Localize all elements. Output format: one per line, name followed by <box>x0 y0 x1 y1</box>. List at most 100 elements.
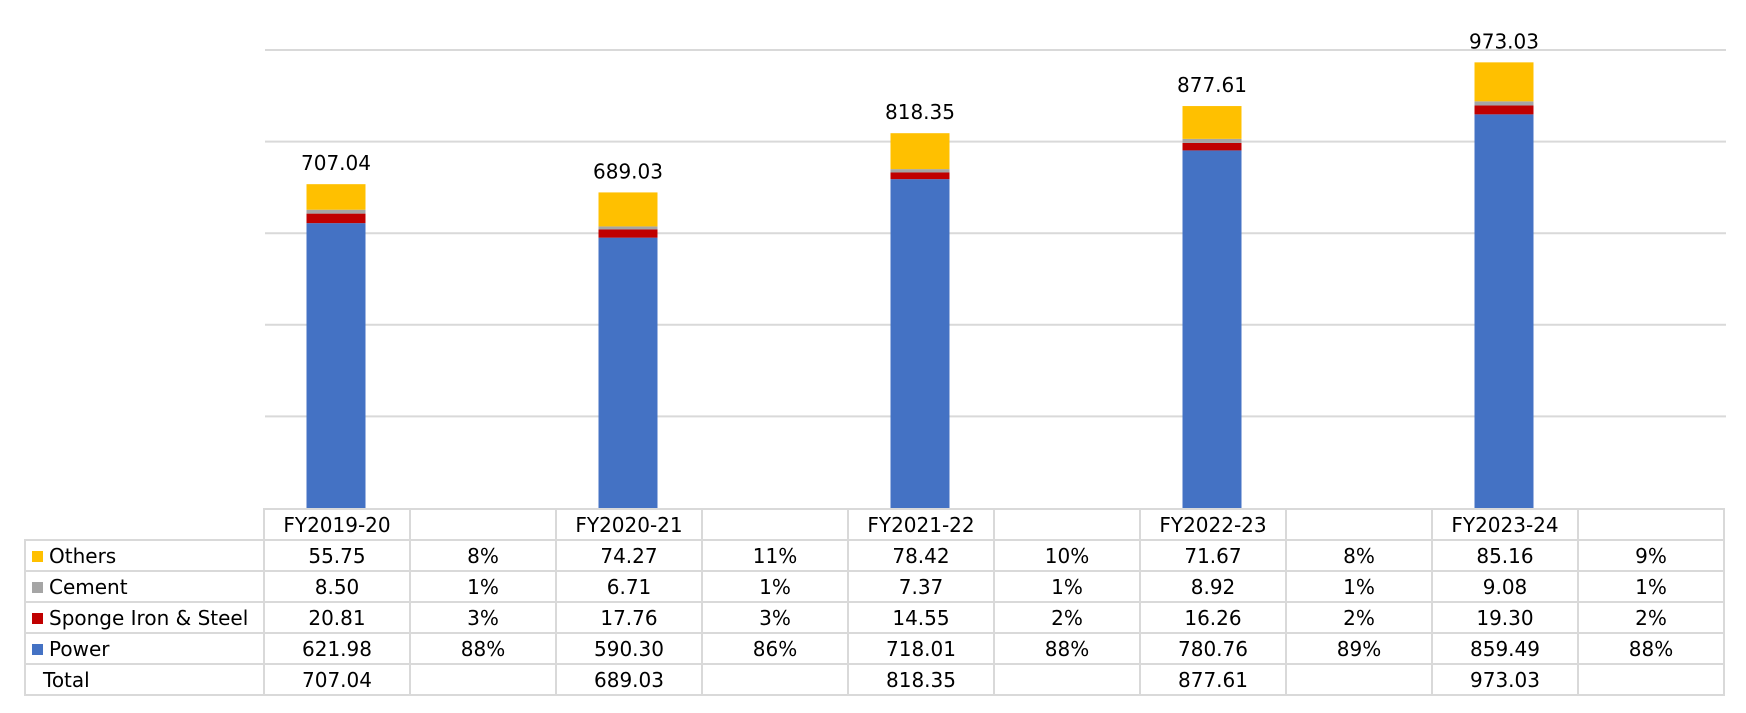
total-value-label: 973.03 <box>1469 29 1539 53</box>
legend-swatch <box>32 643 43 655</box>
total-value-label: 707.04 <box>301 151 371 175</box>
empty-cell <box>409 508 557 541</box>
table-corner-cell <box>25 509 265 541</box>
total-cell: 818.35 <box>847 663 995 696</box>
total-cell: 689.03 <box>555 663 703 696</box>
value-cell: 55.75 <box>263 539 411 572</box>
category-label: FY2019-20 <box>263 508 411 541</box>
legend-label: Sponge Iron & Steel <box>49 605 249 630</box>
bar-segment-sponge-iron-steel <box>890 172 950 180</box>
share-cell: 1% <box>993 570 1141 603</box>
value-cell: 718.01 <box>847 632 995 665</box>
value-cell: 71.67 <box>1139 539 1287 572</box>
share-cell: 3% <box>701 601 849 634</box>
share-cell: 3% <box>409 601 557 634</box>
total-row-label: Total <box>24 663 265 696</box>
chart: 707.04 689.03 818.35 877.61 973.03 <box>265 29 1726 508</box>
value-cell: 78.42 <box>847 539 995 572</box>
category-label: FY2022-23 <box>1139 508 1287 541</box>
bar-segment-sponge-iron-steel <box>306 213 366 224</box>
value-cell: 20.81 <box>263 601 411 634</box>
share-cell: 9% <box>1577 539 1725 572</box>
bar-segment-sponge-iron-steel <box>1474 105 1534 115</box>
share-cell: 1% <box>409 570 557 603</box>
legend-entry: Power <box>24 632 265 665</box>
bar-segment-cement <box>1182 138 1242 143</box>
total-cell: 973.03 <box>1431 663 1579 696</box>
empty-cell <box>1577 508 1725 541</box>
data-table: FY2019-20 FY2020-21 FY2021-22 FY2022-23 FY20… <box>24 508 1725 696</box>
share-cell: 10% <box>993 539 1141 572</box>
value-cell: 9.08 <box>1431 570 1579 603</box>
bar-segment-others <box>598 192 658 227</box>
empty-cell <box>1577 663 1725 696</box>
value-cell: 17.76 <box>555 601 703 634</box>
legend-entry: Others <box>24 539 265 572</box>
legend-label: Others <box>49 543 117 568</box>
empty-cell <box>409 663 557 696</box>
legend-label: Power <box>49 636 110 661</box>
total-cell: 877.61 <box>1139 663 1287 696</box>
total-value-label: 689.03 <box>593 159 663 183</box>
share-cell: 1% <box>1285 570 1433 603</box>
category-label: FY2020-21 <box>555 508 703 541</box>
bar-segment-power <box>598 237 658 508</box>
share-cell: 1% <box>701 570 849 603</box>
share-cell: 2% <box>993 601 1141 634</box>
table-row: Cement 8.50 1% 6.71 1% 7.37 1% 8.92 1% 9.08 1% <box>24 570 1725 603</box>
total-cell: 707.04 <box>263 663 411 696</box>
bar-segment-cement <box>890 169 950 173</box>
legend-swatch <box>32 612 43 624</box>
empty-cell <box>993 508 1141 541</box>
table-header-row: FY2019-20 FY2020-21 FY2021-22 FY2022-23 FY20… <box>25 508 1725 541</box>
bar-segment-sponge-iron-steel <box>598 229 658 238</box>
value-cell: 6.71 <box>555 570 703 603</box>
share-cell: 86% <box>701 632 849 665</box>
bar-segment-power <box>1182 150 1242 508</box>
empty-cell <box>1285 508 1433 541</box>
table-total-row: Total 707.04 689.03 818.35 877.61 973.03 <box>24 663 1725 696</box>
bar-segment-others <box>1182 106 1242 139</box>
share-cell: 8% <box>1285 539 1433 572</box>
bar-segment-sponge-iron-steel <box>1182 142 1242 151</box>
category-label: FY2023-24 <box>1431 508 1579 541</box>
total-labels: 707.04 689.03 818.35 877.61 973.03 <box>301 29 1539 183</box>
table-row: Sponge Iron & Steel 20.81 3% 17.76 3% 14.55 2%… <box>24 601 1725 634</box>
share-cell: 11% <box>701 539 849 572</box>
bar-segment-cement <box>598 226 658 230</box>
share-cell: 88% <box>993 632 1141 665</box>
total-value-label: 818.35 <box>885 100 955 124</box>
table-row: Others 55.75 8% 74.27 11% 78.42 10% 71.67 8% 85.1… <box>24 539 1725 572</box>
value-cell: 780.76 <box>1139 632 1287 665</box>
share-cell: 88% <box>409 632 557 665</box>
share-cell: 88% <box>1577 632 1725 665</box>
bar-segment-others <box>890 133 950 170</box>
value-cell: 590.30 <box>555 632 703 665</box>
value-cell: 85.16 <box>1431 539 1579 572</box>
total-value-label: 877.61 <box>1177 73 1247 97</box>
bar-segment-cement <box>1474 101 1534 106</box>
share-cell: 2% <box>1285 601 1433 634</box>
empty-cell <box>701 663 849 696</box>
bar-segment-power <box>1474 114 1534 508</box>
category-label: FY2021-22 <box>847 508 995 541</box>
bar-segment-others <box>1474 62 1534 102</box>
value-cell: 7.37 <box>847 570 995 603</box>
legend-entry: Cement <box>24 570 265 603</box>
value-cell: 8.92 <box>1139 570 1287 603</box>
value-cell: 19.30 <box>1431 601 1579 634</box>
share-cell: 2% <box>1577 601 1725 634</box>
share-cell: 8% <box>409 539 557 572</box>
empty-cell <box>1285 663 1433 696</box>
value-cell: 8.50 <box>263 570 411 603</box>
share-cell: 1% <box>1577 570 1725 603</box>
share-cell: 89% <box>1285 632 1433 665</box>
value-cell: 859.49 <box>1431 632 1579 665</box>
legend-label: Cement <box>49 574 128 599</box>
value-cell: 14.55 <box>847 601 995 634</box>
bar-segment-cement <box>306 209 366 214</box>
value-cell: 74.27 <box>555 539 703 572</box>
value-cell: 16.26 <box>1139 601 1287 634</box>
bar-segment-others <box>306 184 366 210</box>
bar-segment-power <box>890 179 950 508</box>
